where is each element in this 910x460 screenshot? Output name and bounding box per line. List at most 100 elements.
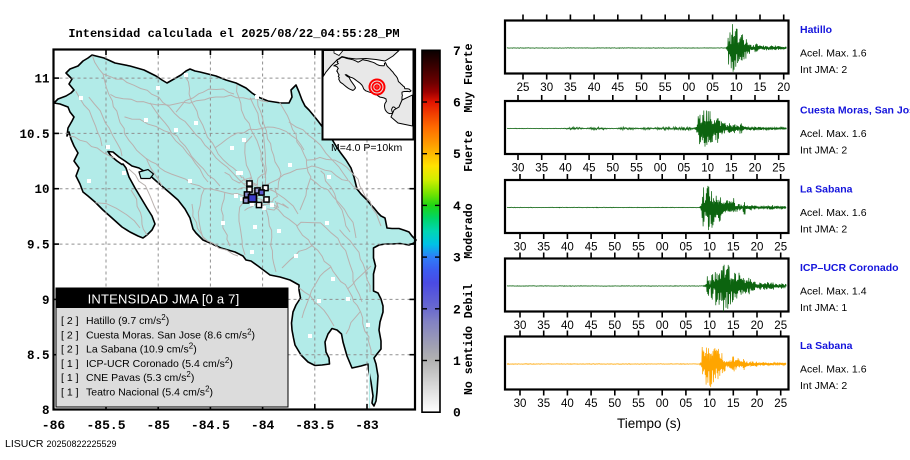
svg-text:0: 0 (453, 406, 461, 421)
svg-text:25: 25 (774, 398, 787, 410)
svg-text:50: 50 (608, 398, 621, 410)
svg-text:25: 25 (774, 242, 787, 254)
svg-text:05: 05 (680, 242, 693, 254)
svg-text:35: 35 (537, 242, 550, 254)
svg-text:Hatillo: Hatillo (800, 24, 832, 36)
svg-text:20: 20 (777, 82, 790, 94)
svg-text:40: 40 (588, 82, 601, 94)
svg-text:40: 40 (561, 320, 574, 332)
svg-text:00: 00 (656, 398, 669, 410)
svg-text:35: 35 (537, 398, 550, 410)
svg-text:10: 10 (34, 183, 49, 197)
svg-text:45: 45 (611, 82, 624, 94)
svg-text:30: 30 (540, 82, 553, 94)
svg-text:[ 1 ]Teatro Nacional (5.4 cm/s: [ 1 ] Teatro Nacional (5.4 cm/s2) (61, 385, 213, 399)
svg-text:[ 2 ]La Sabana (10.9 cm/s2): [ 2 ] La Sabana (10.9 cm/s2) (61, 342, 197, 356)
svg-text:[ 1 ]ICP-UCR Coronado (5.4 cm/: [ 1 ] ICP-UCR Coronado (5.4 cm/s2) (61, 356, 233, 370)
svg-text:[ 2 ]Cuesta Moras. San Jose (8: [ 2 ] Cuesta Moras. San Jose (8.6 cm/s2) (61, 327, 255, 341)
svg-text:20: 20 (751, 242, 764, 254)
svg-text:35: 35 (537, 320, 550, 332)
svg-text:La Sabana: La Sabana (800, 184, 853, 196)
svg-text:3: 3 (453, 251, 461, 266)
svg-text:35: 35 (535, 163, 548, 175)
svg-text:5: 5 (453, 147, 461, 162)
svg-text:Moderado: Moderado (463, 203, 476, 258)
svg-text:10: 10 (703, 320, 716, 332)
svg-text:Acel. Max. 1.6: Acel. Max. 1.6 (800, 48, 867, 60)
svg-text:55: 55 (632, 398, 645, 410)
svg-text:30: 30 (512, 163, 525, 175)
svg-text:20: 20 (751, 320, 764, 332)
svg-text:Int JMA: 2: Int JMA: 2 (800, 380, 847, 392)
svg-text:10: 10 (730, 82, 743, 94)
svg-text:No sentido: No sentido (463, 326, 476, 395)
svg-text:25: 25 (774, 320, 787, 332)
svg-text:Acel. Max. 1.6: Acel. Max. 1.6 (800, 207, 867, 219)
svg-text:ICP–UCR Coronado: ICP–UCR Coronado (800, 262, 899, 274)
svg-text:35: 35 (564, 82, 577, 94)
svg-text:10: 10 (703, 398, 716, 410)
svg-text:M=4.0 P=10km: M=4.0 P=10km (331, 142, 402, 154)
svg-text:50: 50 (608, 242, 621, 254)
svg-text:25: 25 (772, 163, 785, 175)
svg-text:[ 2 ]Hatillo (9.7 cm/s2): [ 2 ] Hatillo (9.7 cm/s2) (61, 313, 169, 327)
svg-text:15: 15 (727, 398, 740, 410)
svg-text:15: 15 (725, 163, 738, 175)
svg-text:INTENSIDAD JMA [0 a 7]: INTENSIDAD JMA [0 a 7] (88, 292, 240, 307)
svg-text:05: 05 (678, 163, 691, 175)
svg-text:30: 30 (514, 320, 527, 332)
svg-text:[ 1 ]CNE Pavas (5.3 cm/s2): [ 1 ] CNE Pavas (5.3 cm/s2) (61, 370, 194, 384)
svg-text:7: 7 (453, 44, 461, 59)
svg-text:40: 40 (561, 242, 574, 254)
svg-text:10.5: 10.5 (19, 128, 49, 142)
svg-text:45: 45 (583, 163, 596, 175)
svg-text:2: 2 (453, 302, 461, 317)
svg-text:45: 45 (585, 320, 598, 332)
svg-text:9: 9 (42, 294, 50, 308)
svg-text:40: 40 (561, 398, 574, 410)
svg-text:45: 45 (585, 398, 598, 410)
svg-text:Int JMA: 2: Int JMA: 2 (800, 224, 847, 236)
svg-text:00: 00 (656, 320, 669, 332)
svg-text:30: 30 (514, 242, 527, 254)
svg-text:-84: -84 (251, 418, 275, 433)
svg-text:55: 55 (632, 320, 645, 332)
svg-text:9.5: 9.5 (27, 239, 50, 253)
svg-text:55: 55 (632, 242, 645, 254)
svg-text:Cuesta Moras, San Jose: Cuesta Moras, San Jose (800, 105, 910, 117)
svg-text:Debil: Debil (463, 284, 476, 319)
svg-text:Int JMA: 2: Int JMA: 2 (800, 64, 847, 76)
svg-text:LISUCR 20250822225529: LISUCR 20250822225529 (5, 438, 117, 450)
svg-text:15: 15 (754, 82, 767, 94)
svg-text:Int JMA: 2: Int JMA: 2 (800, 145, 847, 157)
svg-text:50: 50 (606, 163, 619, 175)
svg-text:Int JMA: 1: Int JMA: 1 (800, 302, 847, 314)
svg-text:-84.5: -84.5 (191, 418, 230, 433)
svg-text:10: 10 (701, 163, 714, 175)
svg-text:30: 30 (514, 398, 527, 410)
svg-text:Muy Fuerte: Muy Fuerte (463, 43, 476, 112)
svg-text:Tiempo (s): Tiempo (s) (617, 416, 681, 431)
svg-text:00: 00 (656, 242, 669, 254)
svg-text:Acel. Max. 1.6: Acel. Max. 1.6 (800, 128, 867, 140)
svg-text:10: 10 (703, 242, 716, 254)
svg-text:-83: -83 (355, 418, 379, 433)
svg-text:-85.5: -85.5 (86, 418, 125, 433)
svg-text:-86: -86 (42, 418, 66, 433)
svg-text:La Sabana: La Sabana (800, 340, 853, 352)
svg-text:8.5: 8.5 (27, 349, 50, 363)
svg-text:4: 4 (453, 199, 461, 214)
svg-text:1: 1 (453, 354, 461, 369)
svg-text:Acel. Max. 1.4: Acel. Max. 1.4 (800, 286, 867, 298)
svg-text:50: 50 (608, 320, 621, 332)
svg-text:00: 00 (654, 163, 667, 175)
svg-text:Intensidad calculada el 2025/0: Intensidad calculada el 2025/08/22_04:55… (68, 27, 399, 41)
svg-text:55: 55 (630, 163, 643, 175)
svg-text:6: 6 (453, 96, 461, 111)
svg-text:05: 05 (680, 320, 693, 332)
svg-text:05: 05 (706, 82, 719, 94)
svg-text:Acel. Max. 1.6: Acel. Max. 1.6 (800, 364, 867, 376)
svg-text:-83.5: -83.5 (295, 418, 334, 433)
svg-text:55: 55 (659, 82, 672, 94)
svg-text:50: 50 (635, 82, 648, 94)
